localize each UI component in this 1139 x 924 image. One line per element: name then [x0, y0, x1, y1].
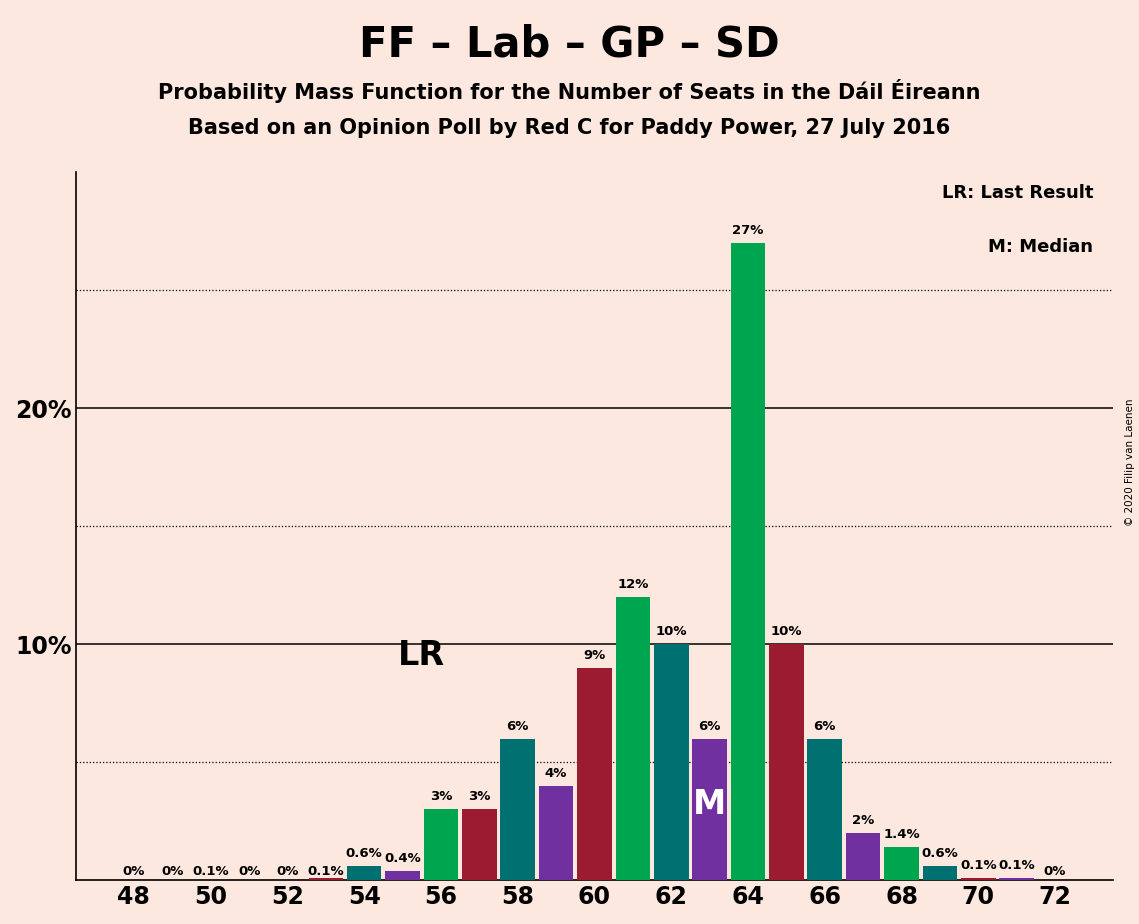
- Bar: [615, 597, 650, 881]
- Text: 0.1%: 0.1%: [192, 865, 229, 878]
- Text: M: Median: M: Median: [989, 238, 1093, 256]
- Text: FF – Lab – GP – SD: FF – Lab – GP – SD: [359, 23, 780, 65]
- Text: Based on an Opinion Poll by Red C for Paddy Power, 27 July 2016: Based on an Opinion Poll by Red C for Pa…: [188, 118, 951, 139]
- Text: 3%: 3%: [429, 790, 452, 804]
- Bar: [577, 668, 612, 881]
- Bar: [961, 878, 995, 881]
- Text: 12%: 12%: [617, 578, 648, 591]
- Text: 3%: 3%: [468, 790, 491, 804]
- Bar: [347, 866, 382, 881]
- Bar: [769, 644, 804, 881]
- Bar: [539, 785, 573, 881]
- Bar: [424, 809, 458, 881]
- Text: 0%: 0%: [161, 865, 183, 878]
- Bar: [923, 866, 957, 881]
- Text: 10%: 10%: [771, 626, 802, 638]
- Text: 9%: 9%: [583, 649, 606, 662]
- Text: 0.6%: 0.6%: [346, 847, 383, 860]
- Text: 0%: 0%: [238, 865, 260, 878]
- Text: M: M: [693, 788, 727, 821]
- Text: 0%: 0%: [277, 865, 298, 878]
- Bar: [731, 243, 765, 881]
- Text: 0.1%: 0.1%: [999, 859, 1035, 872]
- Bar: [654, 644, 688, 881]
- Bar: [500, 738, 535, 881]
- Text: 27%: 27%: [732, 224, 763, 237]
- Bar: [385, 870, 420, 881]
- Bar: [462, 809, 497, 881]
- Text: 0.1%: 0.1%: [308, 865, 344, 878]
- Text: 6%: 6%: [698, 720, 721, 733]
- Bar: [808, 738, 842, 881]
- Text: 4%: 4%: [544, 767, 567, 780]
- Text: 0.1%: 0.1%: [960, 859, 997, 872]
- Text: © 2020 Filip van Laenen: © 2020 Filip van Laenen: [1125, 398, 1134, 526]
- Text: 0.6%: 0.6%: [921, 847, 958, 860]
- Text: 0.4%: 0.4%: [384, 852, 421, 865]
- Bar: [884, 847, 919, 881]
- Text: LR: Last Result: LR: Last Result: [942, 184, 1093, 201]
- Text: Probability Mass Function for the Number of Seats in the Dáil Éireann: Probability Mass Function for the Number…: [158, 79, 981, 103]
- Bar: [693, 738, 727, 881]
- Text: 1.4%: 1.4%: [883, 828, 920, 841]
- Bar: [999, 878, 1034, 881]
- Text: LR: LR: [399, 639, 445, 673]
- Text: 2%: 2%: [852, 814, 875, 827]
- Text: 6%: 6%: [507, 720, 528, 733]
- Bar: [309, 878, 343, 881]
- Text: 0%: 0%: [123, 865, 145, 878]
- Text: 10%: 10%: [656, 626, 687, 638]
- Bar: [846, 833, 880, 881]
- Text: 0%: 0%: [1043, 865, 1066, 878]
- Text: 6%: 6%: [813, 720, 836, 733]
